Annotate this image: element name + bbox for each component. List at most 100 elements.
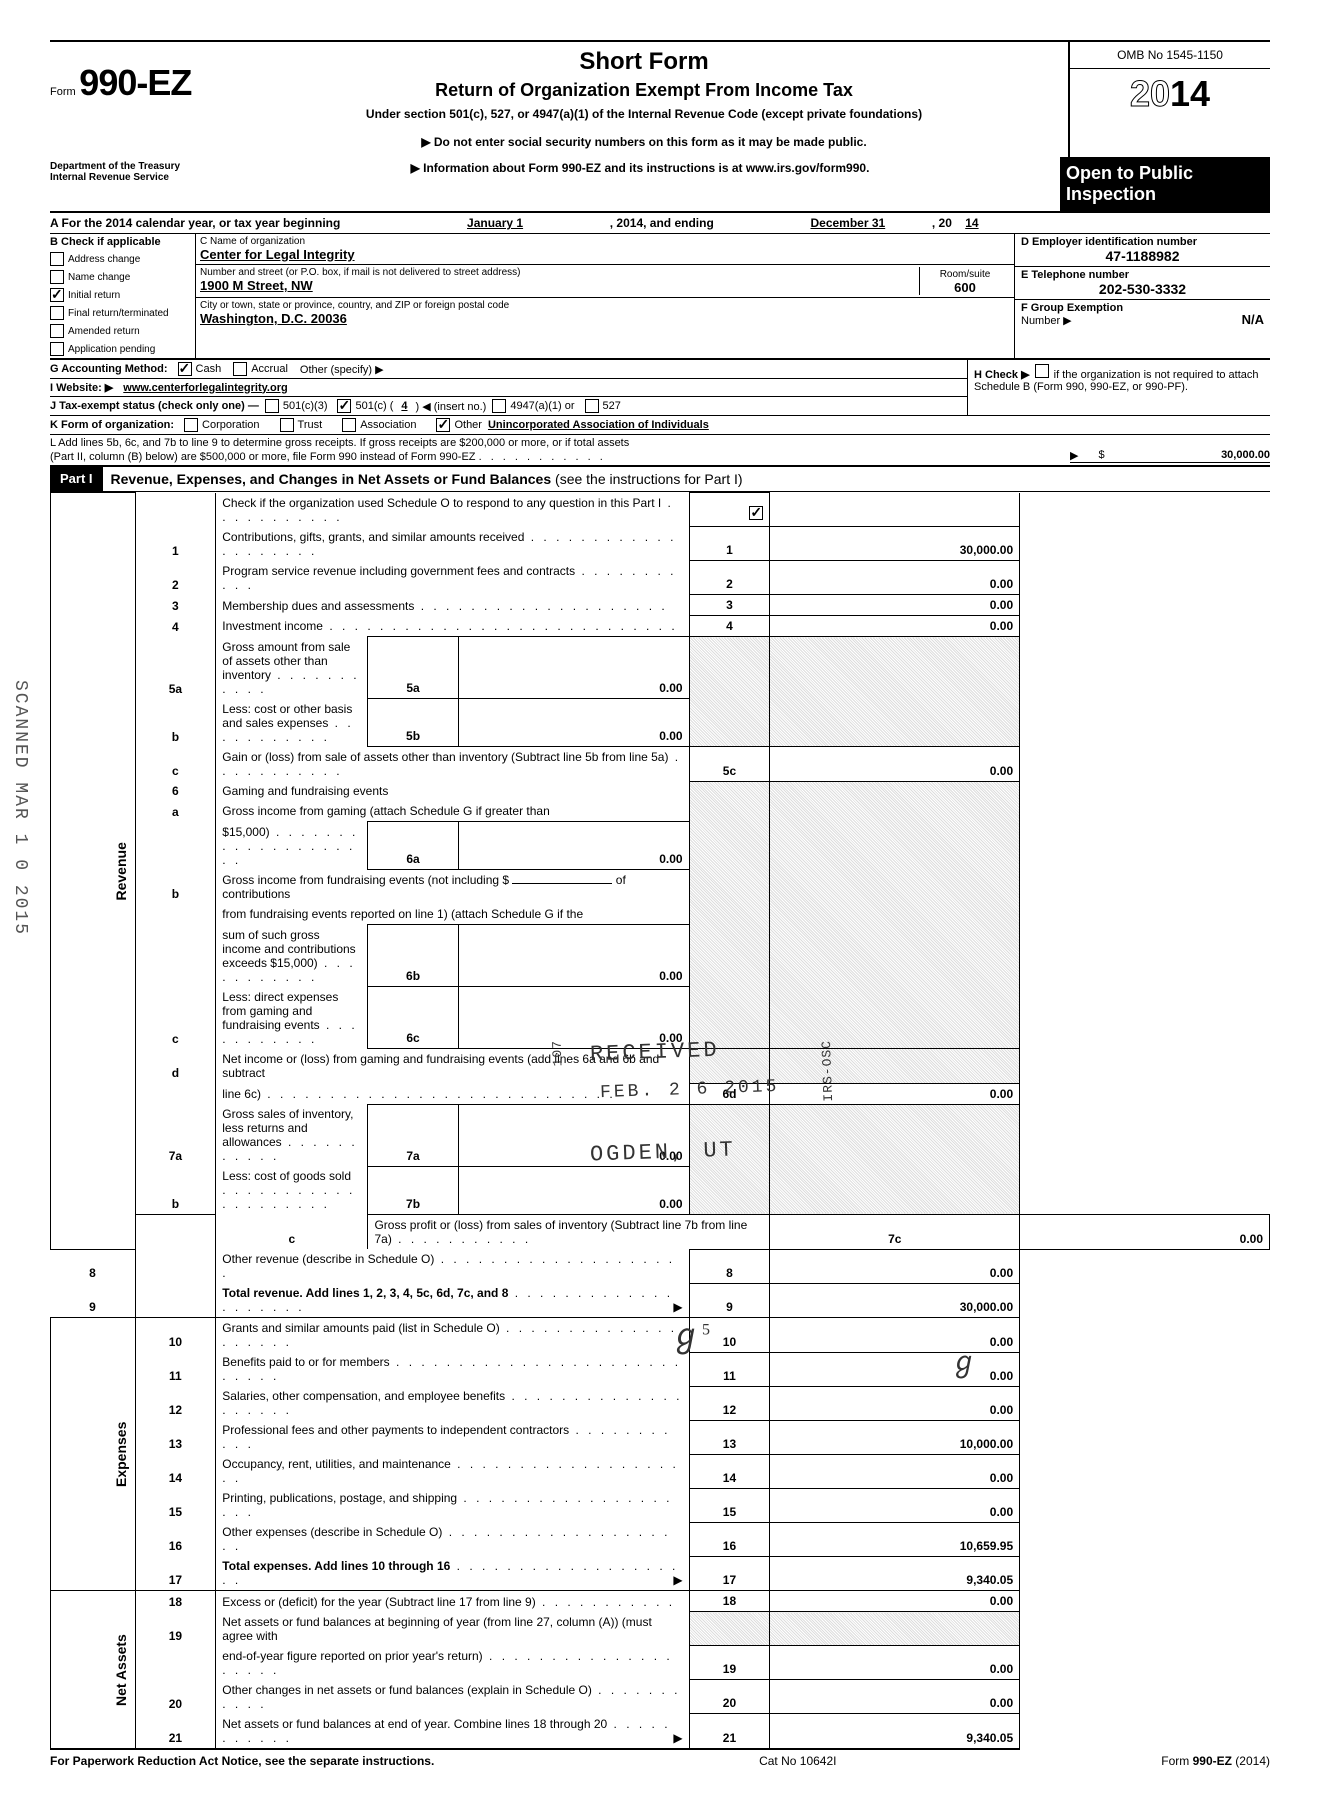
- row-i: I Website: ▶ www.centerforlegalintegrity…: [50, 379, 967, 397]
- footer-form: Form: [1161, 1754, 1189, 1768]
- irsosc-stamp: IRS-OSC: [819, 1040, 836, 1102]
- line-1-val: 30,000.00: [770, 527, 1020, 561]
- line-18-val: 0.00: [770, 1591, 1020, 1612]
- line-13-box: 13: [689, 1420, 770, 1454]
- dept-left: Department of the Treasury Internal Reve…: [50, 157, 220, 211]
- footer-right: Form 990-EZ (2014): [1161, 1754, 1270, 1768]
- line-7b: b Less: cost of goods sold 7b 0.00: [51, 1166, 1270, 1214]
- ein: 47-1188982: [1021, 248, 1264, 264]
- k-label: K Form of organization:: [50, 419, 174, 431]
- dept-mid: ▶ Information about Form 990-EZ and its …: [220, 157, 1060, 211]
- line-5c-val: 0.00: [770, 747, 1020, 782]
- chk-assoc[interactable]: [342, 418, 356, 432]
- footer-left: For Paperwork Reduction Act Notice, see …: [50, 1754, 434, 1768]
- omb-year: 2014: [1070, 69, 1270, 115]
- line-6d-label2: line 6c): [222, 1087, 261, 1101]
- line-6b-ibox: 6b: [368, 925, 458, 987]
- chk-final-return[interactable]: Final return/terminated: [50, 304, 195, 322]
- chk-name-change[interactable]: Name change: [50, 268, 195, 286]
- dept-row: Department of the Treasury Internal Reve…: [50, 157, 1270, 213]
- year-outline: 20: [1130, 73, 1170, 114]
- i-label: I Website: ▶: [50, 381, 113, 394]
- line-20-val: 0.00: [770, 1680, 1020, 1714]
- chk-h[interactable]: [1035, 364, 1049, 378]
- dept-treasury: Department of the Treasury: [50, 161, 220, 172]
- line-16-val: 10,659.95: [770, 1522, 1020, 1556]
- line-19-label1: Net assets or fund balances at beginning…: [216, 1612, 689, 1646]
- part1-title-suffix: (see the instructions for Part I): [555, 471, 743, 487]
- line-14-box: 14: [689, 1454, 770, 1488]
- line-6-label: Gaming and fundraising events: [216, 781, 689, 801]
- line-2-val: 0.00: [770, 561, 1020, 595]
- chkbox-icon: [50, 270, 64, 284]
- row-l: L Add lines 5b, 6c, and 7b to line 9 to …: [50, 435, 1270, 465]
- line-6a-1: a Gross income from gaming (attach Sched…: [51, 801, 1270, 822]
- line-3-label: Membership dues and assessments: [222, 599, 414, 613]
- chk-amended[interactable]: Amended return: [50, 322, 195, 340]
- chk-address-change[interactable]: Address change: [50, 250, 195, 268]
- l-text2: (Part II, column (B) below) are $500,000…: [50, 451, 476, 463]
- chk-corp[interactable]: [184, 418, 198, 432]
- row-g: G Accounting Method: Cash Accrual Other …: [50, 360, 967, 379]
- chk-label: Amended return: [68, 326, 140, 337]
- line-17-box: 17: [689, 1556, 770, 1591]
- line-20-label: Other changes in net assets or fund bala…: [222, 1683, 592, 1697]
- line-17-label: Total expenses. Add lines 10 through 16: [222, 1559, 450, 1573]
- num-stamp: 107: [550, 1040, 566, 1067]
- chk-cash[interactable]: [178, 362, 192, 376]
- line-a-prefix: A For the 2014 calendar year, or tax yea…: [50, 216, 340, 230]
- omb-number: OMB No 1545-1150: [1070, 42, 1270, 69]
- arrow-line-1: ▶ Do not enter social security numbers o…: [228, 135, 1060, 149]
- col-d: D Employer identification number 47-1188…: [1014, 234, 1270, 358]
- line-13: 13 Professional fees and other payments …: [51, 1420, 1270, 1454]
- chk-pending[interactable]: Application pending: [50, 340, 195, 358]
- line-5c: c Gain or (loss) from sale of assets oth…: [51, 747, 1270, 782]
- grp-label: F Group Exemption: [1021, 302, 1123, 314]
- chk-other-k[interactable]: [436, 418, 450, 432]
- chk-527[interactable]: [585, 399, 599, 413]
- line-21: 21 Net assets or fund balances at end of…: [51, 1714, 1270, 1749]
- line-15: 15 Printing, publications, postage, and …: [51, 1488, 1270, 1522]
- room-box: Room/suite 600: [919, 267, 1010, 295]
- line-8-label: Other revenue (describe in Schedule O): [222, 1252, 434, 1266]
- omb-box: OMB No 1545-1150 2014: [1068, 40, 1270, 157]
- line-21-arrow: ▶: [673, 1731, 682, 1745]
- chk-501c[interactable]: [337, 399, 351, 413]
- line-3-box: 3: [689, 595, 770, 616]
- line-19-1: 19 Net assets or fund balances at beginn…: [51, 1612, 1270, 1646]
- line-6d-val: 0.00: [770, 1083, 1020, 1104]
- line-16-label: Other expenses (describe in Schedule O): [222, 1525, 442, 1539]
- chk-schedule-o[interactable]: [749, 506, 763, 520]
- line-18: Net Assets 18 Excess or (deficit) for th…: [51, 1591, 1270, 1612]
- line-5c-box: 5c: [689, 747, 770, 782]
- line-12-val: 0.00: [770, 1386, 1020, 1420]
- line-4-box: 4: [689, 616, 770, 637]
- trust-label: Trust: [298, 419, 323, 431]
- footer-year: (2014): [1235, 1754, 1270, 1768]
- line-6b-label1: Gross income from fundraising events (no…: [222, 873, 509, 887]
- line-5a-ival: 0.00: [458, 637, 689, 699]
- line-7b-ival: 0.00: [458, 1166, 689, 1214]
- line-6a-ival: 0.00: [458, 822, 689, 870]
- line-8-val: 0.00: [770, 1249, 1020, 1283]
- org-name-label: C Name of organization: [200, 236, 1010, 247]
- l-text1: L Add lines 5b, 6c, and 7b to line 9 to …: [50, 437, 1270, 449]
- c-label: 501(c) (: [355, 400, 393, 412]
- under-section: Under section 501(c), 527, or 4947(a)(1)…: [228, 107, 1060, 121]
- line-7b-ibox: 7b: [368, 1166, 458, 1214]
- inspection: Inspection: [1066, 184, 1266, 205]
- col-b: B Check if applicable Address change Nam…: [50, 234, 196, 358]
- chk-4947[interactable]: [492, 399, 506, 413]
- line-20-box: 20: [689, 1680, 770, 1714]
- city-label: City or town, state or province, country…: [200, 300, 1010, 311]
- line-8: 8 Other revenue (describe in Schedule O)…: [51, 1249, 1270, 1283]
- chk-accrual[interactable]: [233, 362, 247, 376]
- line-11: 11 Benefits paid to or for members 11 0.…: [51, 1352, 1270, 1386]
- room-label: Room/suite: [920, 269, 1010, 280]
- line-3-val: 0.00: [770, 595, 1020, 616]
- chk-501c3[interactable]: [265, 399, 279, 413]
- line-1-label: Contributions, gifts, grants, and simila…: [222, 530, 524, 544]
- line-1-box: 1: [689, 527, 770, 561]
- chk-trust[interactable]: [280, 418, 294, 432]
- chk-initial-return[interactable]: Initial return: [50, 286, 195, 304]
